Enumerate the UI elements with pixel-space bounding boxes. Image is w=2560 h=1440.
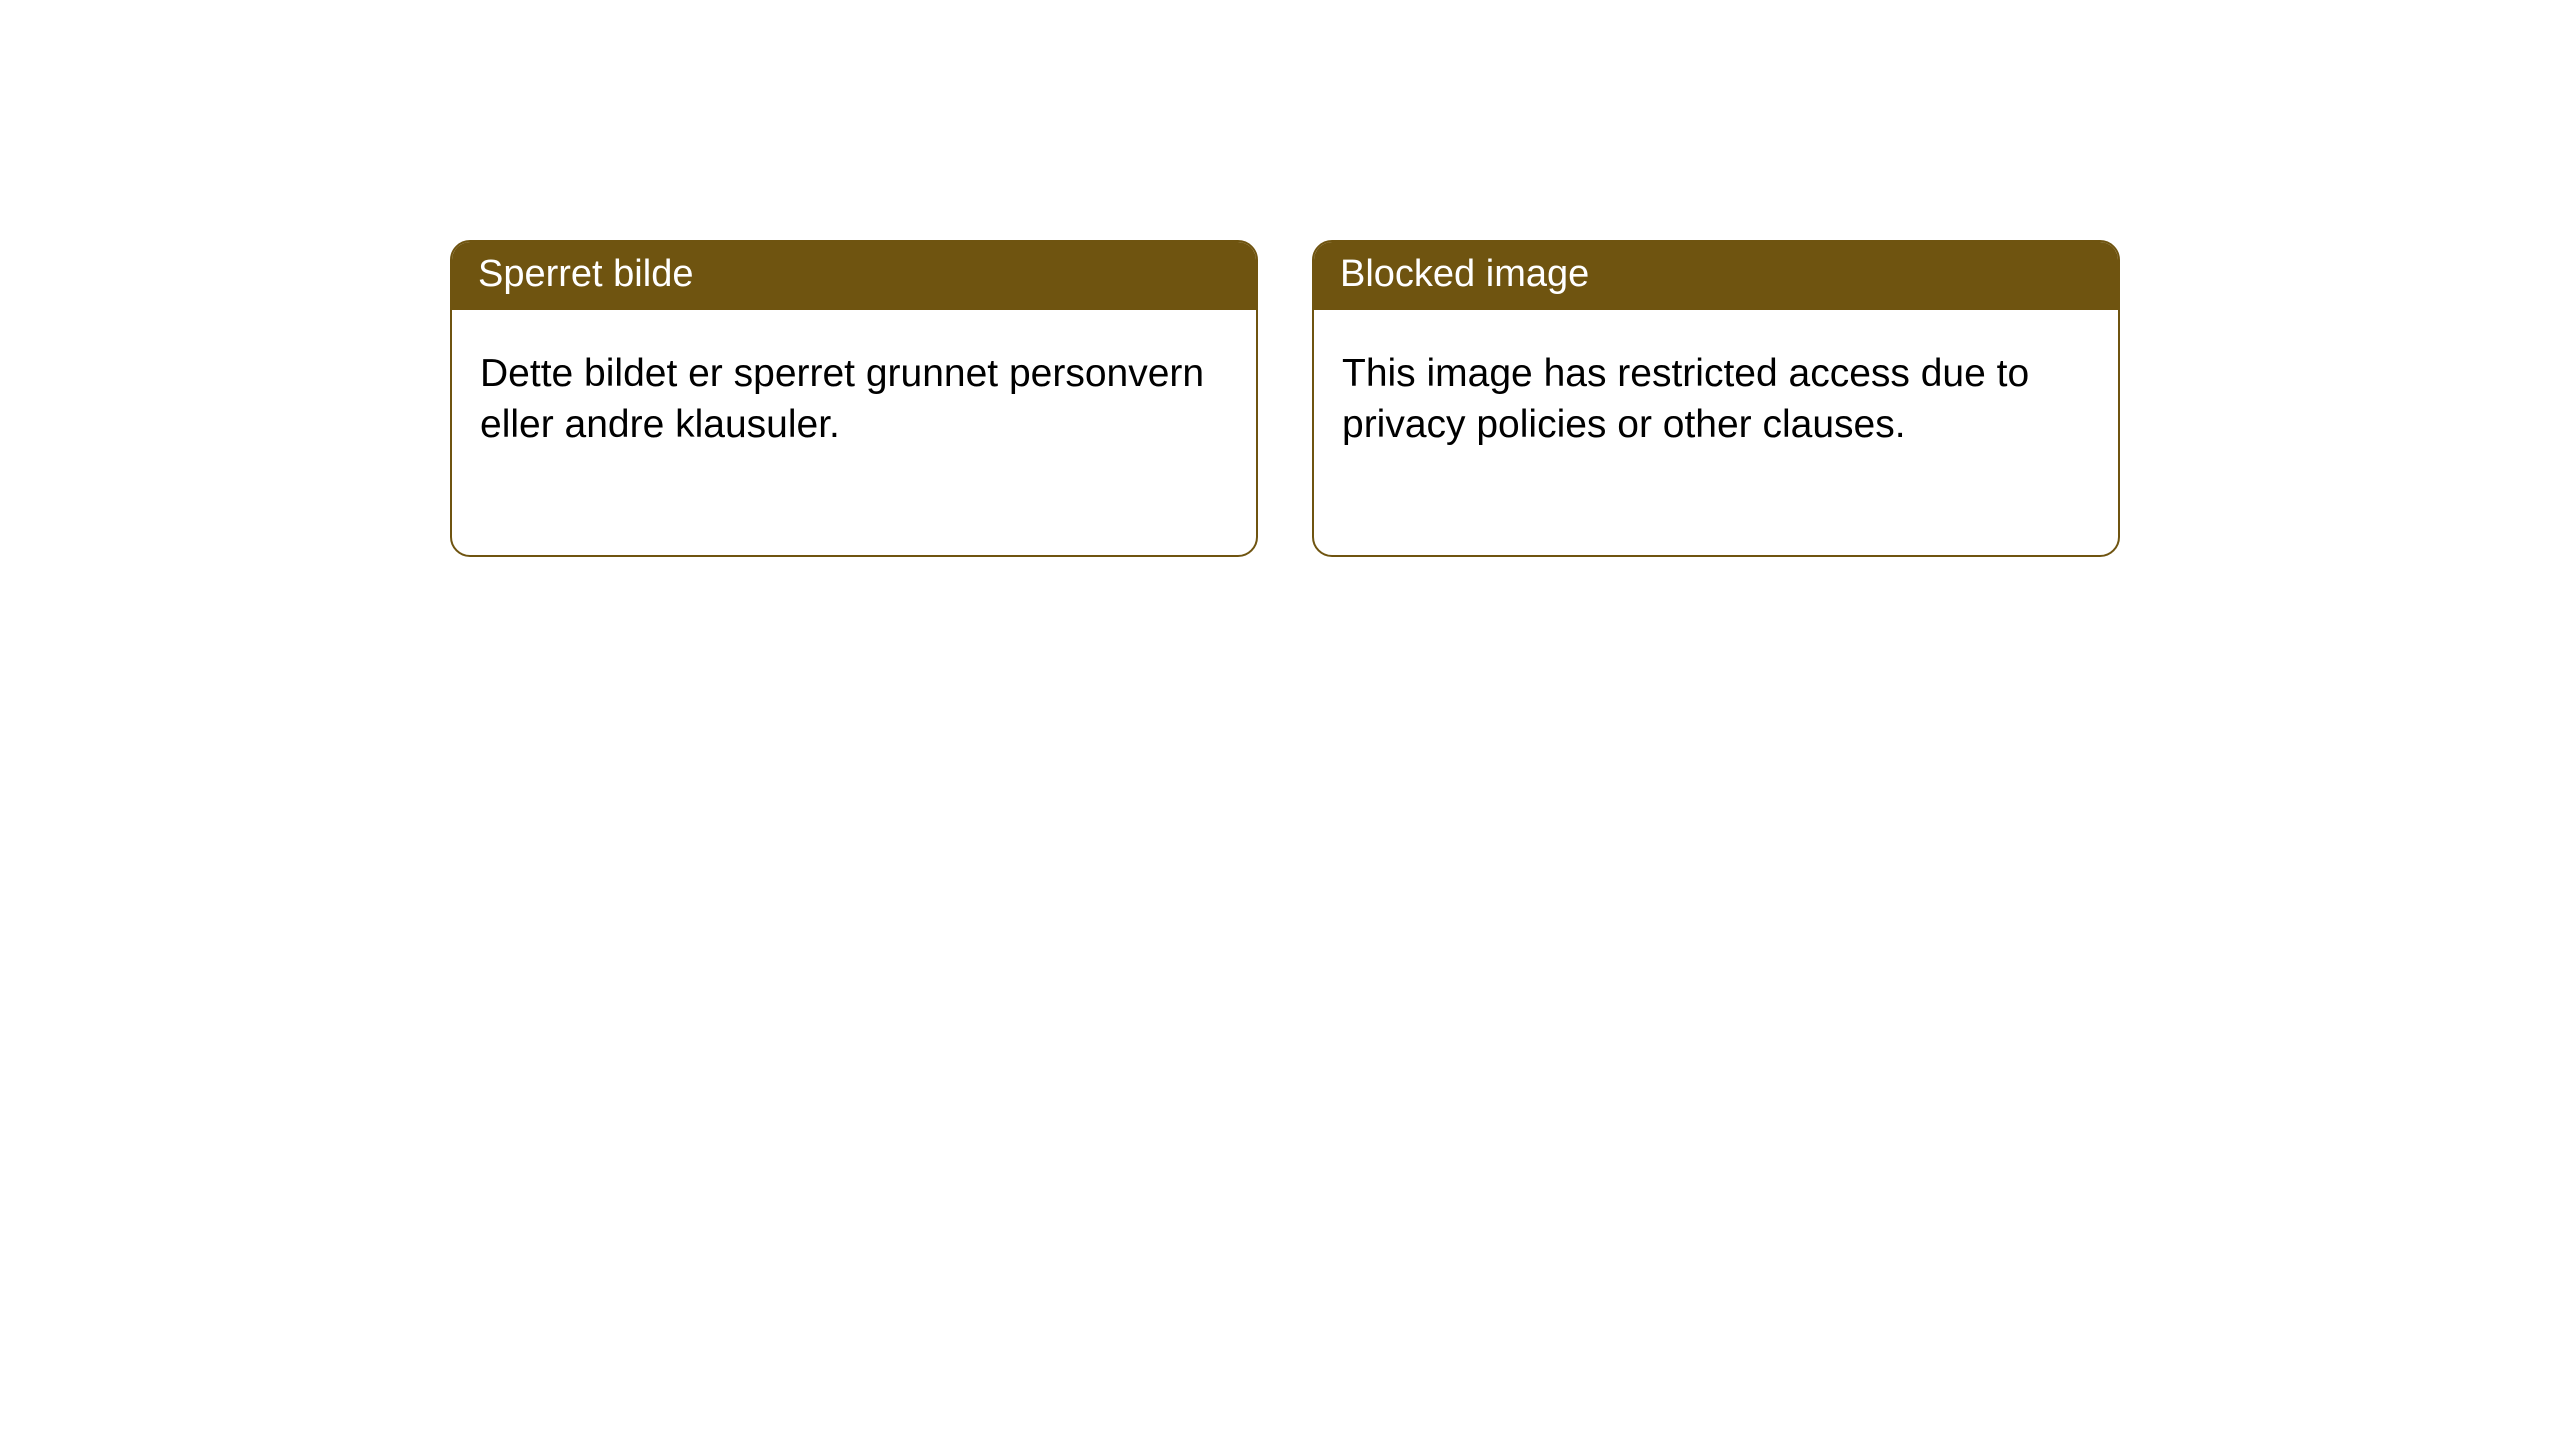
notice-title: Sperret bilde xyxy=(452,242,1256,310)
notice-container: Sperret bilde Dette bildet er sperret gr… xyxy=(0,0,2560,557)
notice-card-no: Sperret bilde Dette bildet er sperret gr… xyxy=(450,240,1258,557)
notice-title: Blocked image xyxy=(1314,242,2118,310)
notice-body: Dette bildet er sperret grunnet personve… xyxy=(452,310,1256,556)
notice-card-en: Blocked image This image has restricted … xyxy=(1312,240,2120,557)
notice-body: This image has restricted access due to … xyxy=(1314,310,2118,556)
